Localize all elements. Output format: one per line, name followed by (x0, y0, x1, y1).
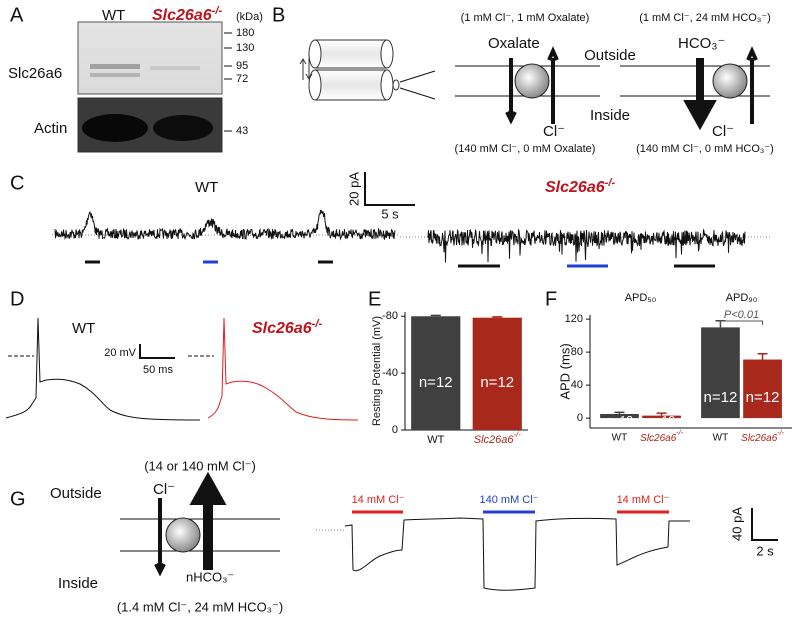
marker-label: 180 (236, 27, 254, 39)
n-label: n=12 (648, 413, 675, 427)
recording-g: 14 mM Cl⁻ 140 mM Cl⁻ 14 mM Cl⁻ 40 pA 2 s (316, 494, 778, 591)
blot-band (150, 66, 200, 70)
y-tick-label: 80 (571, 346, 583, 358)
ion-label: Oxalate (488, 35, 540, 52)
panel-label: A (10, 4, 24, 26)
genotype-label: Slc26a6-/- (545, 177, 615, 196)
condition-label: (1.4 mM Cl⁻, 24 mM HCO₃⁻) (117, 599, 283, 614)
y-axis-label: APD (ms) (557, 343, 572, 399)
n-label: n=12 (746, 389, 780, 406)
side-label: Inside (58, 575, 98, 592)
condition-label: (14 or 140 mM Cl⁻) (144, 458, 256, 473)
marker-label: 72 (236, 73, 248, 85)
panel-label: E (368, 288, 381, 310)
ap-trace (207, 317, 359, 421)
y-tick-label: 120 (565, 313, 583, 325)
blot-band (82, 114, 148, 142)
x-tick-label: Slc26a6-/- (640, 430, 683, 444)
panel-label: C (10, 172, 24, 194)
bar (642, 415, 681, 419)
blot-membrane (77, 21, 223, 95)
group-label: APD₉₀ (726, 292, 758, 304)
ion-label: nHCO₃⁻ (186, 569, 234, 584)
marker-label: 43 (236, 125, 248, 137)
x-tick-label: WT (713, 433, 729, 444)
schematic-b: (1 mM Cl⁻, 1 mM Oxalate) (1 mM Cl⁻, 24 m… (299, 12, 774, 155)
lane-label: WT (102, 7, 125, 24)
panel-label: B (272, 4, 285, 26)
scale-label: 5 s (381, 206, 399, 221)
y-tick-label: 0 (392, 424, 398, 436)
scale-label: 20 mV (104, 347, 136, 359)
y-tick-label: -40 (382, 367, 398, 379)
blot-band (90, 73, 140, 77)
unit-label: (kDa) (236, 11, 263, 23)
scale-label: 40 pA (729, 507, 744, 541)
genotype-label: Slc26a6-/- (252, 318, 322, 337)
marker-label: 95 (236, 60, 248, 72)
significance-bracket (719, 320, 764, 325)
x-tick-label: WT (427, 434, 444, 446)
bar (472, 317, 522, 430)
panel-label: D (10, 288, 24, 310)
scale-label: 50 ms (143, 364, 173, 376)
n-label: n=12 (704, 389, 738, 406)
current-trace (54, 209, 396, 241)
bar (743, 359, 782, 419)
condition-label: (1 mM Cl⁻, 1 mM Oxalate) (461, 12, 590, 24)
condition-label: (140 mM Cl⁻, 0 mM Oxalate) (455, 143, 596, 155)
current-trace (427, 228, 746, 263)
x-tick-label: Slc26a6-/- (474, 430, 521, 446)
y-tick-label: 0 (577, 412, 583, 424)
x-tick-label: WT (612, 433, 628, 444)
n-label: n=12 (606, 413, 633, 427)
ion-label: Cl⁻ (543, 123, 565, 140)
panel-label: G (10, 488, 26, 510)
pulse-label: 14 mM Cl⁻ (617, 494, 670, 506)
genotype-label: WT (195, 179, 218, 196)
pulse-label: 140 mM Cl⁻ (480, 494, 539, 506)
n-label: n=12 (419, 374, 453, 391)
western-blot: WT Slc26a6-/- (kDa) 180 130 95 72 43 Slc… (8, 5, 263, 153)
row-label: Actin (34, 120, 67, 137)
bar (411, 316, 461, 430)
side-label: Outside (584, 47, 636, 64)
marker-label: 130 (236, 42, 254, 54)
bar (701, 327, 740, 419)
scale-label: 2 s (756, 543, 774, 558)
current-trace (344, 517, 690, 591)
y-tick-label: -80 (382, 310, 398, 322)
lane-label: Slc26a6-/- (152, 5, 222, 24)
bar (600, 413, 639, 419)
action-potential-d: WT Slc26a6-/- 20 mV 50 ms (5, 317, 359, 421)
condition-label: (140 mM Cl⁻, 0 mM HCO₃⁻) (636, 143, 774, 155)
row-label: Slc26a6 (8, 65, 62, 82)
ion-label: Cl⁻ (712, 123, 734, 140)
side-label: Inside (590, 107, 630, 124)
schematic-g: (14 or 140 mM Cl⁻) Outside Cl⁻ Inside nH… (50, 458, 283, 614)
scale-label: 20 pA (346, 172, 361, 206)
condition-label: (1 mM Cl⁻, 24 mM HCO₃⁻) (639, 12, 771, 24)
genotype-label: WT (72, 320, 95, 337)
y-tick-label: 40 (571, 379, 583, 391)
ap-trace (5, 317, 201, 421)
recording-c: WT Slc26a6-/- 20 pA 5 s (52, 172, 770, 268)
side-label: Outside (50, 485, 102, 502)
ion-label: HCO₃⁻ (678, 35, 725, 52)
panel-label: F (545, 288, 557, 310)
blot-band (153, 115, 213, 141)
x-tick-label: Slc26a6-/- (741, 430, 784, 444)
group-label: APD₅₀ (625, 292, 657, 304)
pulse-label: 14 mM Cl⁻ (352, 494, 405, 506)
n-label: n=12 (480, 374, 514, 391)
ion-label: Cl⁻ (153, 481, 175, 498)
annotation: P<0.01 (724, 309, 759, 321)
y-axis-label: Resting Potential (mV) (371, 316, 383, 426)
blot-band (90, 64, 140, 69)
